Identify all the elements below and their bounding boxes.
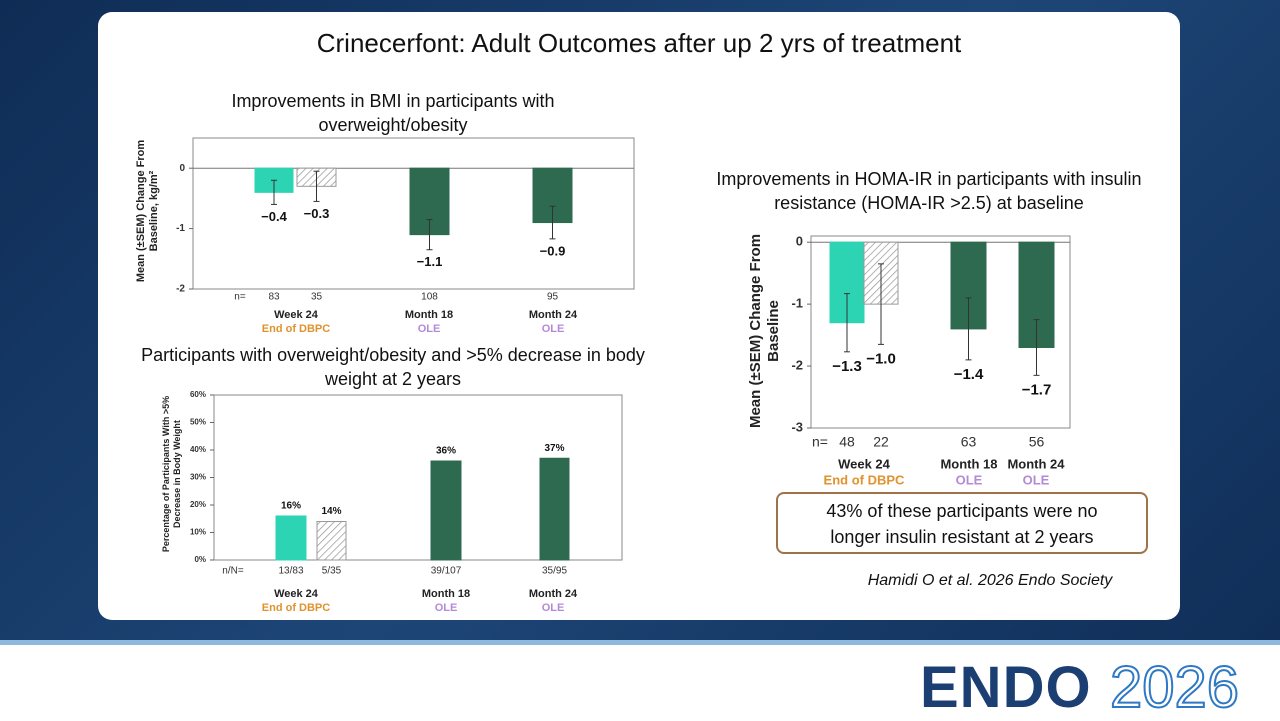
value-label: −1.7: [1022, 381, 1052, 398]
logo-year: 2026: [1109, 654, 1240, 721]
n-value: 22: [873, 434, 889, 450]
plot-frame: [810, 235, 1071, 429]
logo-name: ENDO: [920, 655, 1092, 720]
chart-title: Improvements in HOMA-IR in participants …: [716, 169, 1142, 213]
group-sublabel: End of DBPC: [262, 323, 330, 335]
y-tick-label: 0%: [194, 555, 206, 564]
n-label: n=: [812, 434, 828, 450]
value-label: −1.4: [954, 366, 984, 383]
y-tick-label: 0: [179, 163, 185, 174]
n-value: 13/83: [278, 566, 303, 577]
y-tick-label: -2: [791, 358, 803, 373]
n-value: 35/95: [542, 566, 567, 577]
n-value: 48: [839, 434, 855, 450]
plot-frame: [192, 137, 635, 290]
value-label: −1.3: [832, 358, 862, 375]
group-label: Month 24: [529, 309, 578, 321]
group-sublabel: End of DBPC: [262, 602, 330, 614]
group-label: Week 24: [838, 456, 891, 471]
bar: [275, 515, 307, 561]
y-tick-label: 60%: [190, 390, 206, 399]
value-label: −0.9: [540, 243, 566, 258]
group-label: Week 24: [274, 309, 319, 321]
group-label: Week 24: [274, 588, 319, 600]
value-label: 37%: [544, 443, 564, 454]
callout: 43% of these participants were no longer…: [776, 492, 1148, 554]
group-sublabel: OLE: [1023, 472, 1050, 487]
value-label: −0.4: [261, 209, 287, 224]
bar: [316, 521, 347, 561]
value-label: 36%: [436, 446, 456, 457]
value-label: 14%: [321, 506, 341, 517]
n-value: 5/35: [322, 566, 342, 577]
group-sublabel: End of DBPC: [824, 472, 905, 487]
group-sublabel: OLE: [542, 602, 565, 614]
group-sublabel: OLE: [956, 472, 983, 487]
n-value: 63: [961, 434, 977, 450]
y-tick-label: 10%: [190, 528, 206, 537]
y-tick-label: -3: [791, 419, 803, 434]
value-label: −1.0: [866, 350, 896, 367]
value-label: −1.1: [417, 254, 443, 269]
y-tick-label: 0: [796, 234, 803, 249]
group-label: Month 18: [405, 309, 453, 321]
group-label: Month 24: [529, 588, 578, 600]
n-label: n/N=: [222, 566, 244, 577]
chart-title: Improvements in BMI in participants with…: [231, 91, 555, 135]
group-sublabel: OLE: [435, 602, 458, 614]
group-label: Month 18: [422, 588, 470, 600]
y-tick-label: 30%: [190, 473, 206, 482]
n-value: 39/107: [431, 566, 462, 577]
citation: Hamidi O et al. 2026 Endo Society: [867, 572, 1113, 589]
n-label: n=: [234, 292, 246, 303]
group-label: Month 24: [1007, 456, 1065, 471]
y-tick-label: 40%: [190, 445, 206, 454]
bar: [539, 457, 570, 561]
slide-title: Crinecerfont: Adult Outcomes after up 2 …: [316, 28, 962, 58]
y-tick-label: 50%: [190, 418, 206, 427]
n-value: 35: [311, 292, 323, 303]
y-tick-label: -1: [176, 223, 185, 234]
n-value: 108: [421, 292, 438, 303]
group-sublabel: OLE: [542, 323, 565, 335]
footer-band: [0, 640, 1280, 720]
y-tick-label: -1: [791, 296, 803, 311]
group-sublabel: OLE: [418, 323, 441, 335]
n-value: 83: [268, 292, 280, 303]
value-label: 16%: [281, 501, 301, 512]
y-tick-label: 20%: [190, 500, 206, 509]
n-value: 95: [547, 292, 559, 303]
value-label: −0.3: [304, 206, 330, 221]
chart-title: Participants with overweight/obesity and…: [141, 345, 645, 389]
y-tick-label: -2: [176, 284, 185, 295]
group-label: Month 18: [940, 456, 997, 471]
bar: [430, 460, 462, 561]
n-value: 56: [1029, 434, 1045, 450]
